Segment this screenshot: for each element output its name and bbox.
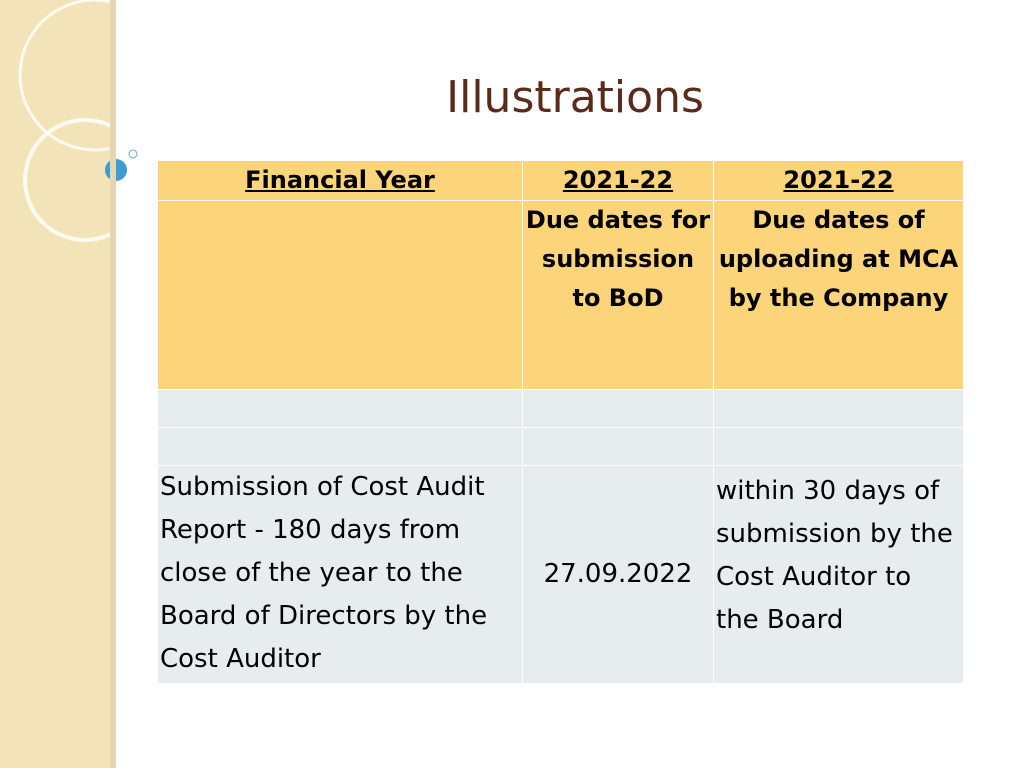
cell: Submission of Cost Audit Report - 180 da…: [157, 465, 523, 684]
cell: [157, 200, 523, 390]
cell: Financial Year: [157, 160, 523, 201]
data-row: Submission of Cost Audit Report - 180 da…: [157, 465, 964, 684]
header-row: Financial Year 2021-22 2021-22: [157, 160, 964, 201]
table: Financial Year 2021-22 2021-22 Due dates…: [157, 160, 964, 684]
title: Illustrations: [446, 72, 704, 123]
empty-row: [157, 389, 964, 428]
cell: 27.09.2022: [522, 465, 714, 684]
cell: Due dates for submission to BoD: [522, 200, 714, 390]
empty-row: [157, 427, 964, 466]
subheader-row: Due dates for submission to BoD Due date…: [157, 200, 964, 390]
cell: 2021-22: [522, 160, 714, 201]
cell: within 30 days of submission by the Cost…: [713, 465, 964, 684]
cell: 2021-22: [713, 160, 964, 201]
cell: Due dates of uploading at MCA by the Com…: [713, 200, 964, 390]
decoration: [0, 0, 150, 768]
